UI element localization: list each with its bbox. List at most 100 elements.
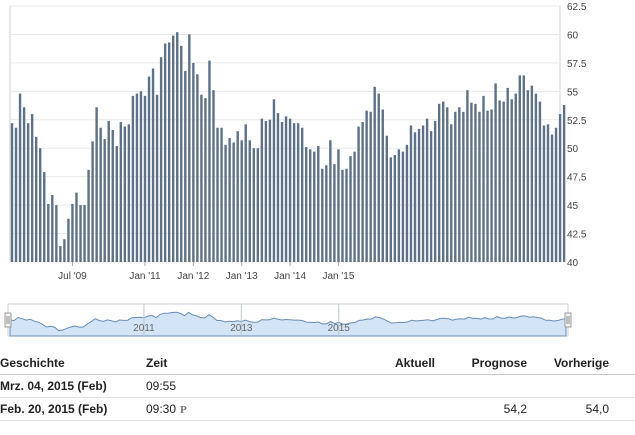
bar[interactable] <box>506 87 509 262</box>
bar[interactable] <box>167 42 171 262</box>
bar[interactable] <box>321 168 324 262</box>
bar[interactable] <box>288 118 292 262</box>
bar[interactable] <box>554 127 558 263</box>
bar[interactable] <box>333 164 336 262</box>
bar[interactable] <box>103 139 106 262</box>
bar[interactable] <box>268 119 272 262</box>
bar[interactable] <box>155 94 159 262</box>
bar[interactable] <box>317 145 320 262</box>
bar[interactable] <box>30 114 34 262</box>
bar[interactable] <box>361 122 364 262</box>
bar[interactable] <box>482 95 485 262</box>
bar[interactable] <box>75 192 78 262</box>
bar[interactable] <box>143 95 147 262</box>
bar[interactable] <box>466 90 469 262</box>
bar[interactable] <box>83 205 86 262</box>
bar[interactable] <box>240 140 243 262</box>
bar[interactable] <box>454 111 457 262</box>
bar[interactable] <box>111 130 114 262</box>
bar[interactable] <box>502 101 505 262</box>
bar[interactable] <box>538 101 542 262</box>
bar[interactable] <box>442 101 445 262</box>
bar[interactable] <box>236 131 239 262</box>
bar[interactable] <box>260 118 264 262</box>
bar[interactable] <box>313 151 316 262</box>
bar[interactable] <box>204 98 207 262</box>
bar[interactable] <box>341 169 344 262</box>
bar[interactable] <box>450 124 453 262</box>
bar[interactable] <box>139 91 143 262</box>
bar[interactable] <box>462 111 465 262</box>
bar[interactable] <box>272 99 276 262</box>
bar[interactable] <box>95 107 98 262</box>
bar[interactable] <box>534 93 538 262</box>
bar[interactable] <box>107 120 110 262</box>
bar[interactable] <box>256 148 260 262</box>
bar[interactable] <box>131 95 135 262</box>
bar[interactable] <box>228 137 231 262</box>
bar[interactable] <box>458 107 461 262</box>
bar[interactable] <box>248 140 251 262</box>
bar[interactable] <box>433 120 437 262</box>
bar[interactable] <box>562 104 566 263</box>
bar[interactable] <box>329 140 332 262</box>
bar[interactable] <box>284 116 288 262</box>
bar[interactable] <box>14 127 18 263</box>
bar[interactable] <box>300 127 304 263</box>
bar[interactable] <box>127 124 131 262</box>
bar[interactable] <box>224 144 227 262</box>
bar[interactable] <box>510 99 513 262</box>
bar[interactable] <box>413 132 417 262</box>
bar[interactable] <box>123 126 127 262</box>
bar[interactable] <box>542 125 546 262</box>
bar[interactable] <box>196 74 199 263</box>
bar[interactable] <box>377 93 380 262</box>
bar[interactable] <box>393 155 397 262</box>
bar[interactable] <box>34 136 38 262</box>
bar[interactable] <box>325 165 328 262</box>
bar[interactable] <box>172 35 175 262</box>
bar[interactable] <box>188 34 191 262</box>
bar[interactable] <box>119 122 123 262</box>
bar[interactable] <box>99 127 102 263</box>
bar[interactable] <box>147 76 151 262</box>
bar[interactable] <box>478 111 481 262</box>
bar[interactable] <box>405 144 409 262</box>
bar[interactable] <box>446 107 449 262</box>
bar[interactable] <box>163 43 167 262</box>
bar[interactable] <box>526 90 530 262</box>
bar[interactable] <box>176 32 179 262</box>
bar[interactable] <box>252 148 255 262</box>
bar[interactable] <box>39 148 42 262</box>
bar[interactable] <box>264 120 268 262</box>
bar[interactable] <box>373 86 376 262</box>
bar[interactable] <box>409 125 413 262</box>
bar[interactable] <box>87 169 90 262</box>
navigator-left-handle-icon[interactable] <box>4 312 12 328</box>
bar[interactable] <box>55 205 58 262</box>
bar[interactable] <box>385 135 388 262</box>
bar[interactable] <box>397 149 401 262</box>
bar[interactable] <box>349 156 352 262</box>
bar[interactable] <box>401 151 405 262</box>
bar[interactable] <box>212 90 215 262</box>
bar[interactable] <box>381 109 384 262</box>
bar[interactable] <box>51 194 54 262</box>
bar[interactable] <box>429 131 433 262</box>
bar[interactable] <box>135 93 139 262</box>
bar[interactable] <box>244 124 247 262</box>
bar[interactable] <box>276 112 280 262</box>
bar[interactable] <box>180 45 183 262</box>
bar[interactable] <box>437 103 441 262</box>
bar[interactable] <box>470 102 473 263</box>
bar[interactable] <box>292 123 296 262</box>
bar[interactable] <box>546 124 550 262</box>
bar[interactable] <box>26 123 30 262</box>
bar[interactable] <box>63 239 66 262</box>
bar[interactable] <box>115 145 118 262</box>
bar[interactable] <box>474 103 477 262</box>
bar[interactable] <box>280 122 284 262</box>
bar[interactable] <box>71 203 74 262</box>
bar[interactable] <box>296 123 300 262</box>
bar[interactable] <box>530 85 534 262</box>
